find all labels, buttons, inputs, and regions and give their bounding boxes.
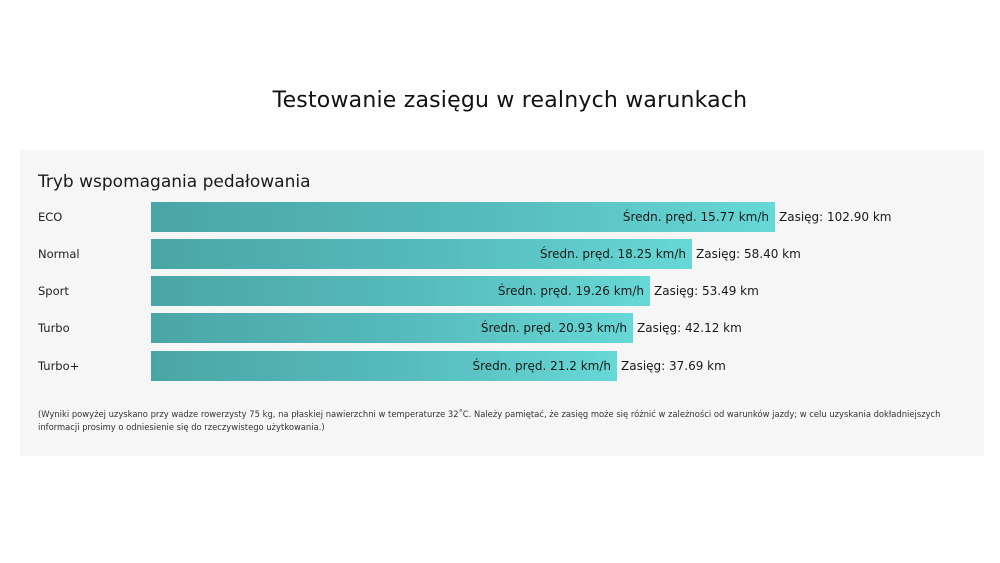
range-value: Zasięg: 37.69 km: [621, 359, 726, 373]
range-value: Zasięg: 42.12 km: [637, 321, 742, 335]
chart-panel: Tryb wspomagania pedałowania ECO Średn. …: [20, 150, 984, 456]
speed-value: Średn. pręd. 20.93 km/h: [480, 321, 627, 335]
row-label: Turbo: [38, 321, 70, 335]
section-title: Tryb wspomagania pedałowania: [38, 172, 311, 192]
range-value: Zasięg: 53.49 km: [654, 284, 759, 298]
speed-value: Średn. pręd. 15.77 km/h: [622, 210, 769, 224]
footnote: (Wyniki powyżej uzyskano przy wadze rowe…: [38, 409, 941, 432]
bar: Średn. pręd. 21.2 km/h: [151, 351, 617, 381]
bar-row-eco: ECO Średn. pręd. 15.77 km/h Zasięg: 102.…: [20, 202, 984, 232]
range-value: Zasięg: 58.40 km: [696, 247, 801, 261]
page-title: Testowanie zasięgu w realnych warunkach: [272, 88, 748, 113]
row-label: Sport: [38, 284, 69, 298]
bar: Średn. pręd. 15.77 km/h: [151, 202, 775, 232]
bar: Średn. pręd. 18.25 km/h: [151, 239, 692, 269]
bar: Średn. pręd. 20.93 km/h: [151, 313, 633, 343]
bar: Średn. pręd. 19.26 km/h: [151, 276, 650, 306]
row-label: ECO: [38, 210, 63, 224]
speed-value: Średn. pręd. 18.25 km/h: [539, 247, 686, 261]
speed-value: Średn. pręd. 21.2 km/h: [472, 359, 611, 373]
bar-row-normal: Normal Średn. pręd. 18.25 km/h Zasięg: 5…: [20, 239, 984, 269]
row-label: Turbo+: [38, 359, 80, 373]
speed-value: Średn. pręd. 19.26 km/h: [497, 284, 644, 298]
bar-row-sport: Sport Średn. pręd. 19.26 km/h Zasięg: 53…: [20, 276, 984, 306]
row-label: Normal: [38, 247, 80, 261]
bar-row-turbo: Turbo Średn. pręd. 20.93 km/h Zasięg: 42…: [20, 313, 984, 343]
bar-row-turbo-plus: Turbo+ Średn. pręd. 21.2 km/h Zasięg: 37…: [20, 351, 984, 381]
range-value: Zasięg: 102.90 km: [779, 210, 892, 224]
